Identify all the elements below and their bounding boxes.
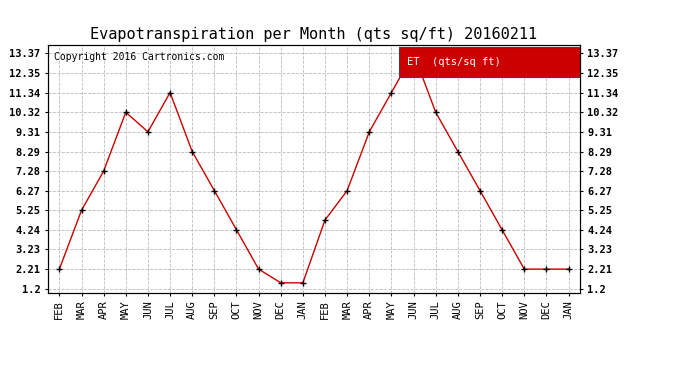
Title: Evapotranspiration per Month (qts sq/ft) 20160211: Evapotranspiration per Month (qts sq/ft)… (90, 27, 538, 42)
Text: ET  (qts/sq ft): ET (qts/sq ft) (407, 57, 501, 68)
Text: Copyright 2016 Cartronics.com: Copyright 2016 Cartronics.com (54, 53, 224, 62)
FancyBboxPatch shape (399, 48, 580, 77)
